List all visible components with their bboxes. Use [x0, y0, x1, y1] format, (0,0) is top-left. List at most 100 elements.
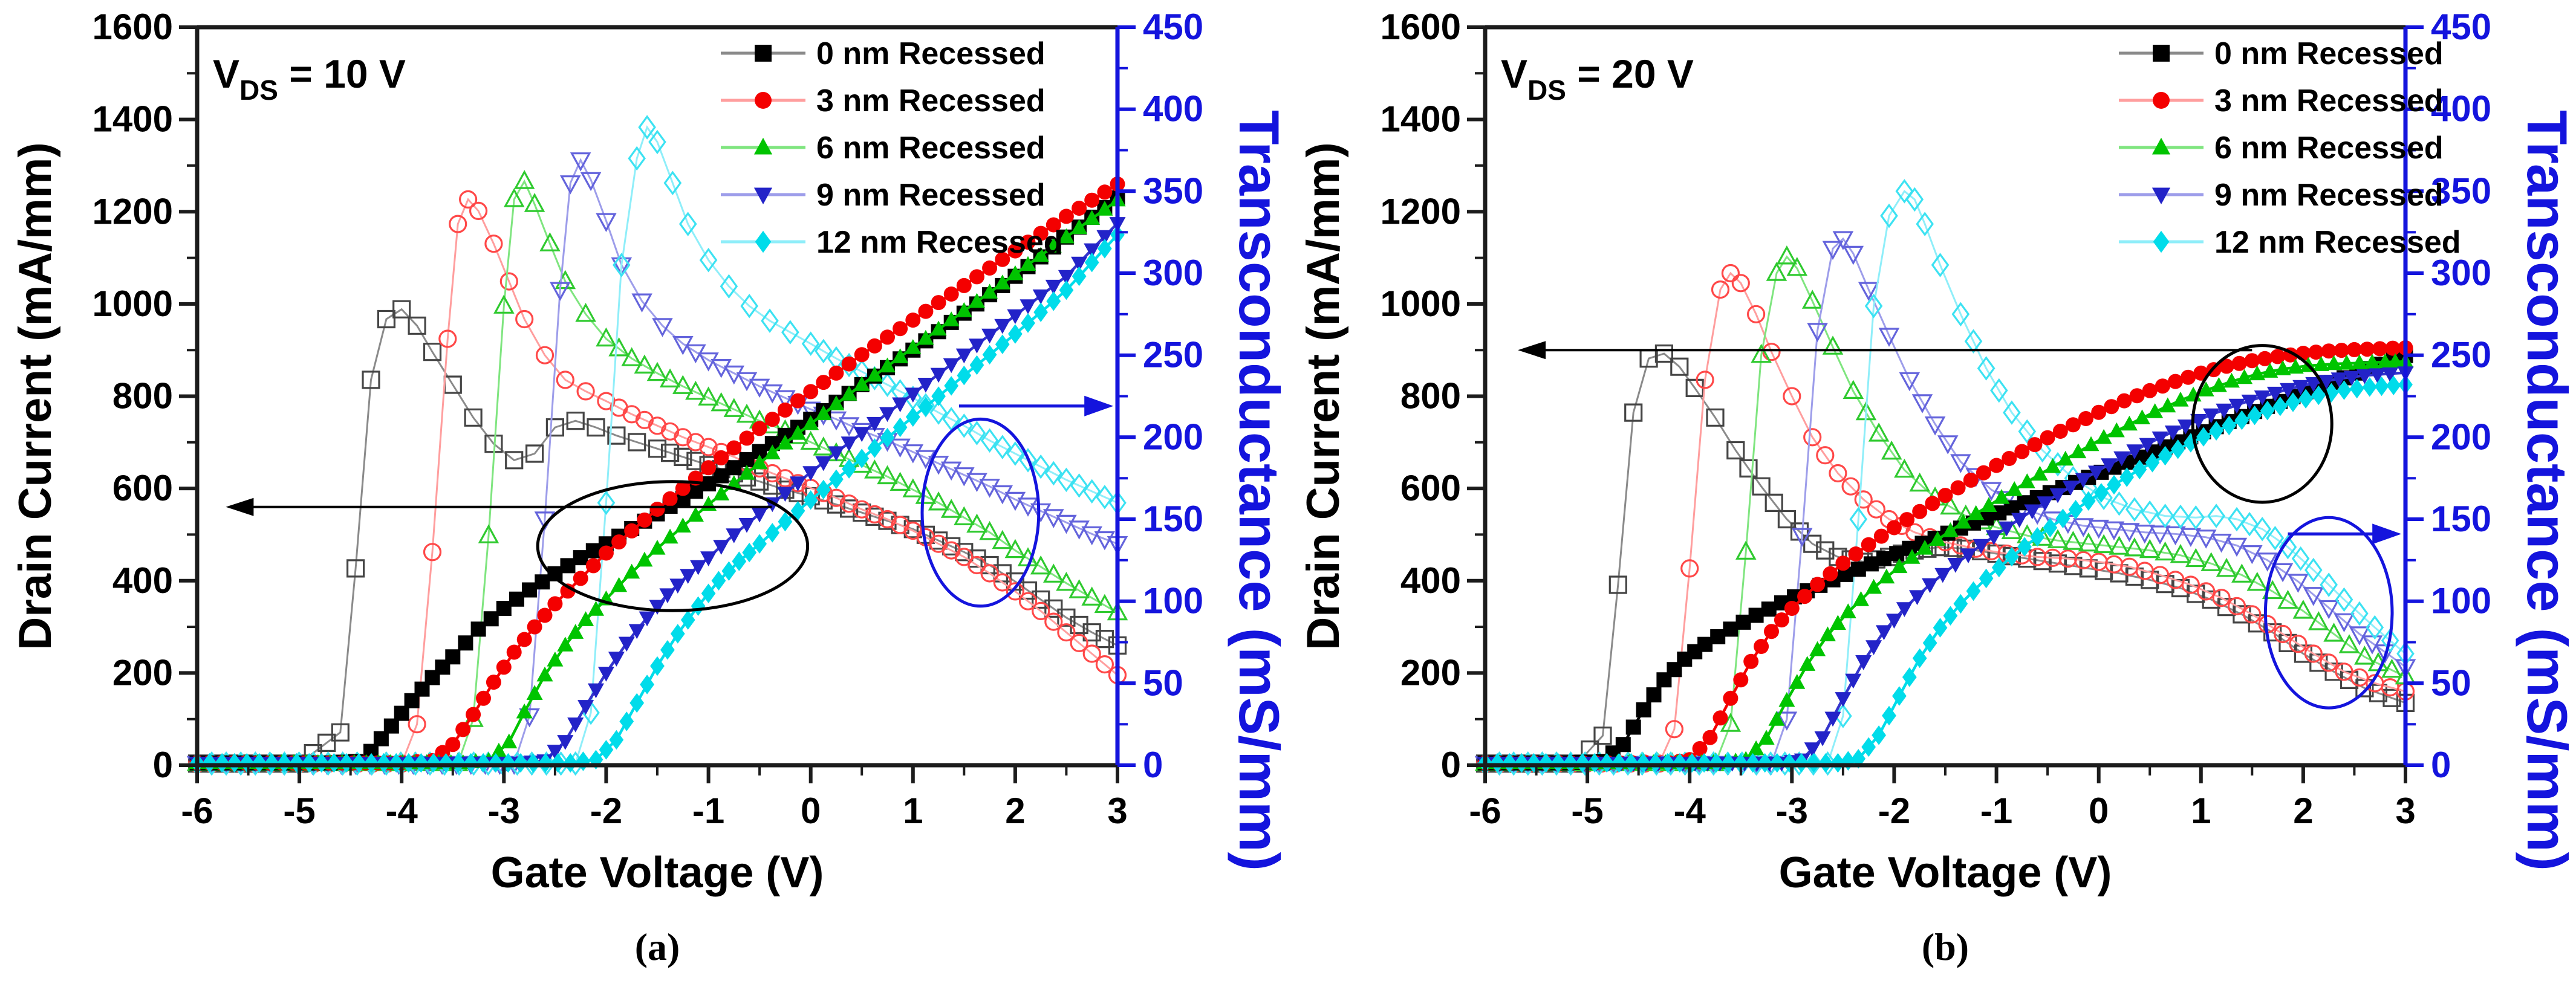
vds-label: VDS = 10 V [213, 51, 406, 106]
panel-a: -6 -5 -4 -3 -2 -1 0 1 2 3 0 200 400 600 800 1000 1200 140… [10, 7, 1291, 968]
x-tick-label: -4 [386, 791, 418, 831]
y-left-tick-label: 200 [1400, 652, 1461, 693]
transconductance-ellipse [920, 417, 1041, 608]
y-left-tick-label: 0 [1441, 745, 1461, 785]
y-right-tick-label: 300 [1143, 253, 1203, 293]
y-right-tick-label: 450 [1143, 7, 1203, 47]
y-right-tick-label: 100 [2431, 581, 2491, 621]
chart-panel-(b): -6 -5 -4 -3 -2 -1 0 1 2 3020040060080010001200140… [1298, 7, 2576, 968]
annotations [226, 395, 1114, 612]
y-left-tick-label: 400 [112, 560, 173, 601]
legend-label: 6 nm Recessed [2214, 131, 2444, 166]
y-right-tick-label: 350 [1143, 170, 1203, 211]
legend: 0 nm Recessed 3 nm Recessed 6 nm Recessed 9… [721, 36, 1063, 260]
x-tick-label: 0 [2089, 791, 2109, 831]
y-left-tick-label: 600 [112, 468, 173, 508]
x-tick-label: -6 [1469, 791, 1501, 831]
y-left-axis-title: Drain Current (mA/mm) [10, 142, 61, 650]
y-right-axis-title: Transconductance (mS/mm) [1228, 110, 1288, 871]
legend-label: 9 nm Recessed [816, 178, 1046, 213]
y-left-tick-label: 1200 [1381, 191, 1461, 231]
drain-current-ellipse [2191, 344, 2334, 504]
legend-item-12-nm-recessed: 12 nm Recessed [2119, 225, 2461, 260]
x-tick-label: -6 [181, 791, 213, 831]
y-right-tick-label: 50 [1143, 662, 1183, 703]
legend-marker-triangle-down-icon [2152, 187, 2171, 205]
x-tick-label: 2 [1005, 791, 1025, 831]
legend-item-12-nm-recessed: 12 nm Recessed [721, 225, 1063, 260]
transconductance-arrow [958, 395, 1114, 416]
y-right-tick-label: 100 [1143, 581, 1203, 621]
legend-marker-square-icon [2153, 45, 2170, 62]
y-left-ticks: 0 200 400 600 800 1000 1200 1400 1600 [93, 7, 197, 785]
x-tick-label: -2 [590, 791, 622, 831]
y-left-tick-label: 1000 [1381, 283, 1461, 324]
y-right-tick-label: 150 [2431, 499, 2491, 539]
x-tick-label: -5 [1571, 791, 1603, 831]
legend-item-3-nm-recessed: 3 nm Recessed [721, 83, 1046, 118]
x-tick-label: -1 [1980, 791, 2012, 831]
curve-transconductance-3-nm-recessed [1475, 264, 2415, 773]
x-tick-label: 1 [2191, 791, 2211, 831]
y-right-ticks: 0 50 100 150 200 250 300 350 400 450 [1117, 7, 1203, 785]
legend-marker-circle-icon [2153, 92, 2170, 109]
x-tick-label: 3 [1107, 791, 1127, 831]
y-right-tick-label: 200 [2431, 416, 2491, 457]
axes: -6 -5 -4 -3 -2 -1 0 1 2 3020040060080010001200140… [93, 7, 1204, 831]
x-tick-label: -3 [488, 791, 520, 831]
y-right-tick-label: 250 [1143, 335, 1203, 375]
transconductance-ellipse [2263, 516, 2394, 710]
y-right-tick-label: 250 [2431, 335, 2491, 375]
y-right-tick-label: 450 [2431, 7, 2491, 47]
curve-drain-current-12-nm-recessed [1478, 375, 2413, 773]
y-right-tick-label: 200 [1143, 416, 1203, 457]
curve-drain-current-12-nm-recessed [190, 225, 1125, 773]
x-tick-label: -2 [1878, 791, 1910, 831]
y-right-tick-label: 50 [2431, 662, 2471, 703]
x-tick-label: -3 [1776, 791, 1808, 831]
y-left-tick-label: 1600 [93, 7, 173, 47]
x-axis-title: Gate Voltage (V) [491, 849, 824, 897]
y-right-tick-label: 0 [1143, 745, 1163, 785]
legend-marker-circle-icon [755, 92, 772, 109]
legend-item-9-nm-recessed: 9 nm Recessed [721, 178, 1046, 213]
series-layer [186, 115, 1128, 776]
legend-item-9-nm-recessed: 9 nm Recessed [2119, 178, 2444, 213]
chart-panel-(a): -6 -5 -4 -3 -2 -1 0 1 2 3020040060080010001200140… [10, 7, 1291, 968]
y-left-tick-label: 800 [112, 376, 173, 416]
legend: 0 nm Recessed 3 nm Recessed 6 nm Recessed 9… [2119, 36, 2461, 260]
curve-transconductance-0-nm-recessed [187, 300, 1127, 773]
y-left-tick-label: 0 [153, 745, 173, 785]
legend-marker-diamond-icon [755, 230, 772, 253]
y-left-tick-label: 400 [1400, 560, 1461, 601]
x-axis-ticks: -6 -5 -4 -3 -2 -1 0 1 2 3 [1469, 765, 2416, 831]
x-tick-label: 3 [2395, 791, 2415, 831]
legend-marker-triangle-down-icon [753, 187, 773, 205]
legend-label: 12 nm Recessed [816, 225, 1063, 260]
drain-current-ellipse [536, 480, 810, 612]
y-left-tick-label: 1200 [93, 191, 173, 231]
x-tick-label: -1 [692, 791, 724, 831]
x-tick-label: 1 [903, 791, 923, 831]
legend-marker-triangle-up-icon [2152, 137, 2171, 155]
curve-transconductance-6-nm-recessed [1474, 245, 2416, 771]
legend-item-6-nm-recessed: 6 nm Recessed [721, 131, 1046, 166]
y-left-ticks: 0 200 400 600 800 1000 1200 1400 1600 [1381, 7, 1485, 785]
y-right-tick-label: 300 [2431, 253, 2491, 293]
curve-transconductance-12-nm-recessed [1476, 179, 2415, 776]
legend-label: 9 nm Recessed [2214, 178, 2444, 213]
legend-marker-triangle-up-icon [753, 137, 773, 155]
annotations [1518, 341, 2402, 710]
legend-marker-square-icon [755, 45, 772, 62]
legend-label: 3 nm Recessed [816, 83, 1046, 118]
y-right-ticks: 0 50 100 150 200 250 300 350 400 450 [2405, 7, 2491, 785]
y-right-tick-label: 400 [2431, 89, 2491, 129]
y-left-tick-label: 800 [1400, 376, 1461, 416]
y-left-tick-label: 1000 [93, 283, 173, 324]
legend-label: 3 nm Recessed [2214, 83, 2444, 118]
legend-marker-diamond-icon [2153, 230, 2170, 253]
legend-label: 0 nm Recessed [816, 36, 1046, 71]
panel-b: -6 -5 -4 -3 -2 -1 0 1 2 3 0 200 400 600 800 1000 1200 140… [1288, 0, 2576, 981]
x-tick-label: 0 [801, 791, 821, 831]
y-right-tick-label: 400 [1143, 89, 1203, 129]
